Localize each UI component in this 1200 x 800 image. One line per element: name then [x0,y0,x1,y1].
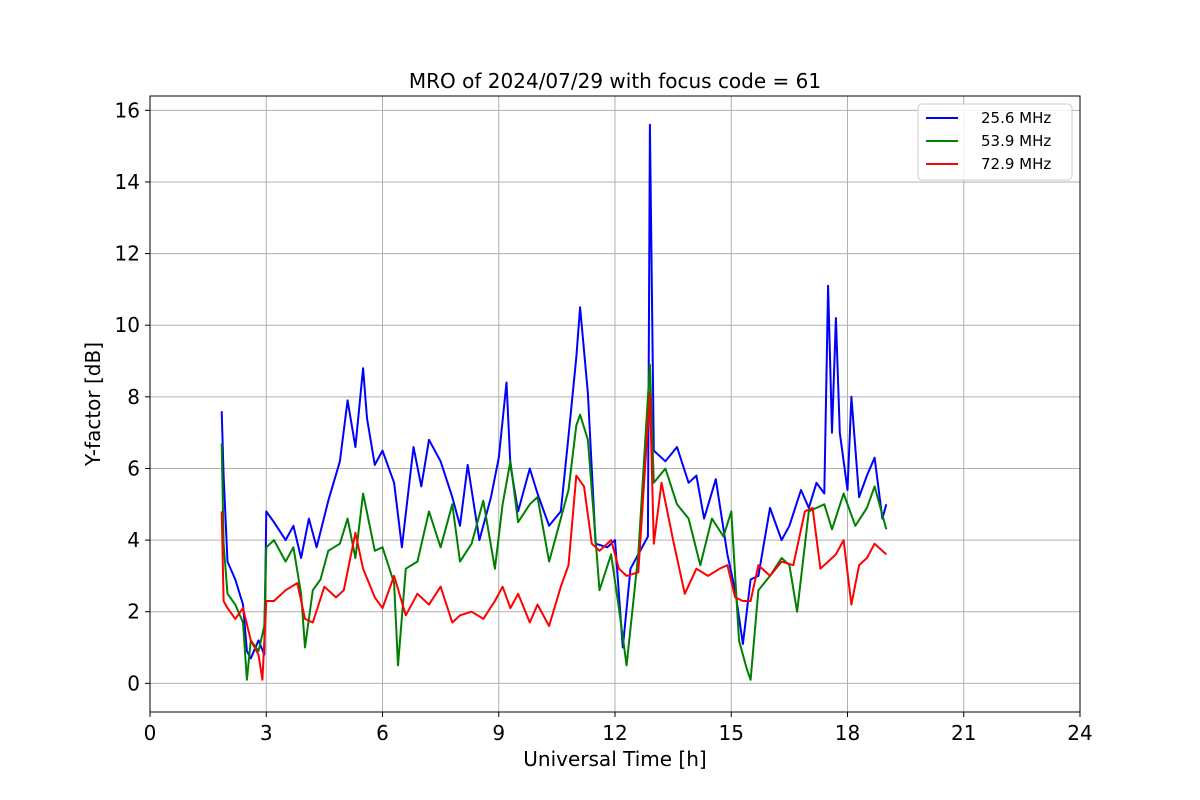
y-tick-label: 16 [115,98,140,122]
series-line-2 [220,392,887,681]
x-tick-label: 3 [260,721,273,745]
y-tick-label: 6 [127,456,140,480]
x-tick-label: 15 [719,721,744,745]
y-tick-label: 12 [115,242,140,266]
series-lines [220,123,888,681]
x-tick-label: 0 [144,721,157,745]
legend: 25.6 MHz 53.9 MHz 72.9 MHz [917,103,1073,181]
x-tick-label: 18 [835,721,860,745]
x-tick-label: 6 [376,721,389,745]
y-tick-label: 2 [127,600,140,624]
chart-title: MRO of 2024/07/29 with focus code = 61 [409,69,821,93]
y-tick-label: 0 [127,671,140,695]
x-tick-label: 9 [492,721,505,745]
legend-box [917,103,1073,181]
x-tick-label: 12 [602,721,627,745]
y-axis-label: Y-factor [dB] [81,342,105,467]
legend-label-0: 25.6 MHz [981,109,1051,127]
legend-label-2: 72.9 MHz [981,155,1051,173]
y-tick-label: 14 [115,170,140,194]
series-line-1 [220,363,888,681]
x-tick-label: 21 [951,721,976,745]
y-tick-label: 4 [127,528,140,552]
series-line-0 [220,123,888,660]
x-axis-label: Universal Time [h] [523,747,706,771]
y-tick-label: 8 [127,385,140,409]
legend-label-1: 53.9 MHz [981,132,1051,150]
x-tick-label: 24 [1067,721,1092,745]
y-tick-label: 10 [115,313,140,337]
